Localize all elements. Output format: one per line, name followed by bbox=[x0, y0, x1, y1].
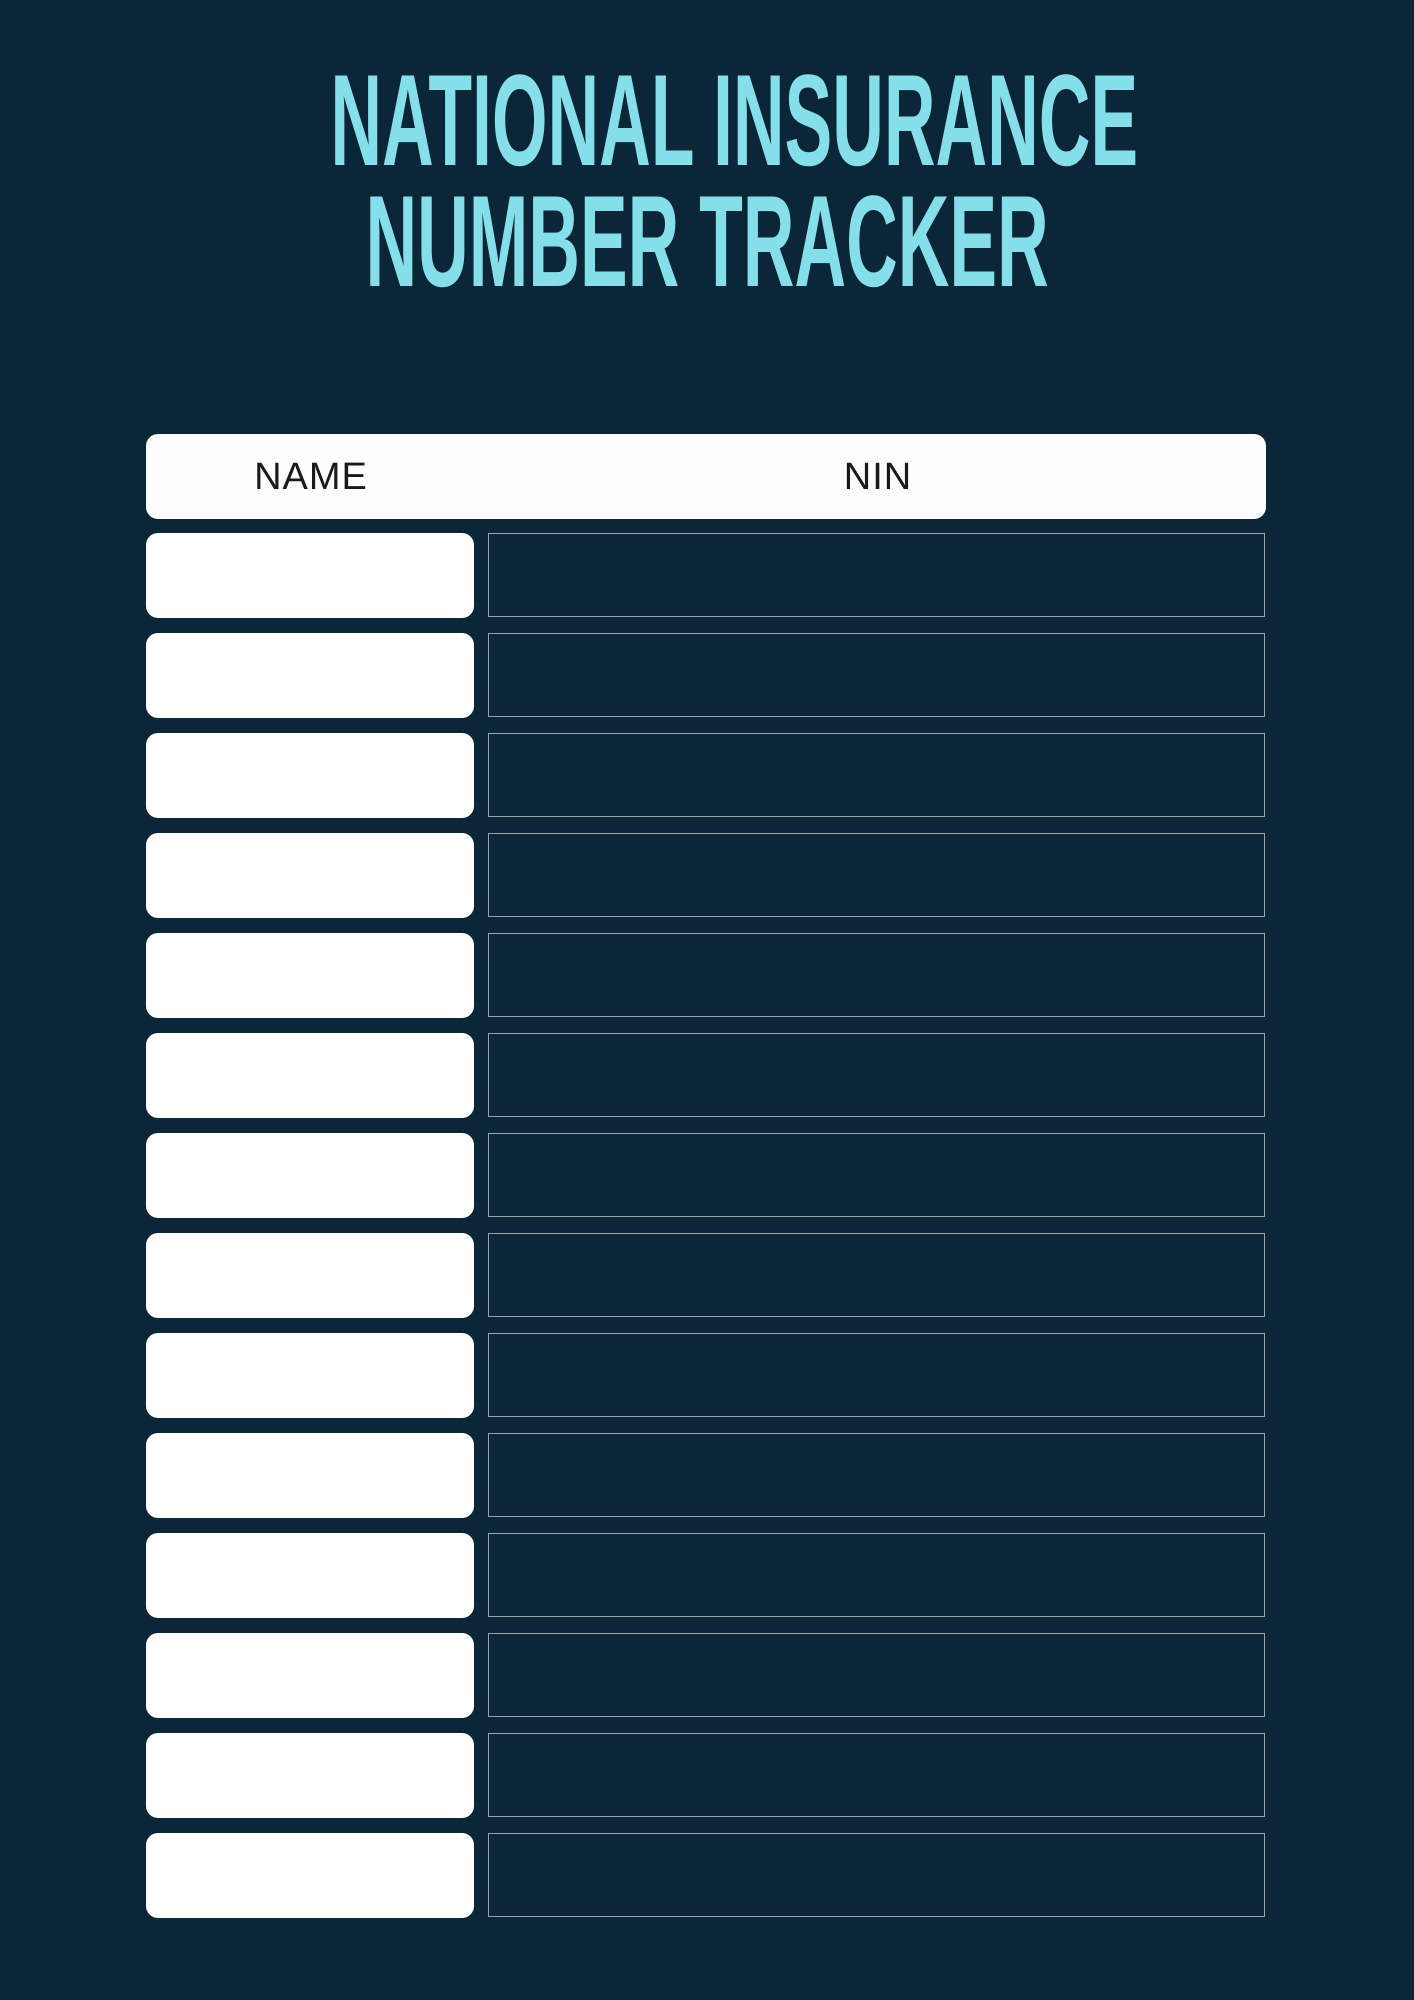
name-field[interactable] bbox=[146, 1833, 474, 1918]
page-title: NATIONAL INSURANCE NUMBER TRACKER bbox=[0, 47, 1414, 314]
name-field[interactable] bbox=[146, 1433, 474, 1518]
nin-field[interactable] bbox=[488, 1333, 1265, 1417]
page-title-line2: NUMBER TRACKER bbox=[365, 168, 1049, 314]
nin-field[interactable] bbox=[488, 733, 1265, 817]
name-field[interactable] bbox=[146, 833, 474, 918]
nin-field[interactable] bbox=[488, 1233, 1265, 1317]
nin-field[interactable] bbox=[488, 1433, 1265, 1517]
name-field[interactable] bbox=[146, 633, 474, 718]
column-header-nin: NIN bbox=[843, 456, 913, 498]
name-field[interactable] bbox=[146, 733, 474, 818]
nin-field[interactable] bbox=[488, 933, 1265, 1017]
name-field[interactable] bbox=[146, 1133, 474, 1218]
nin-field[interactable] bbox=[488, 1733, 1265, 1817]
name-field[interactable] bbox=[146, 933, 474, 1018]
nin-field[interactable] bbox=[488, 633, 1265, 717]
nin-field[interactable] bbox=[488, 1633, 1265, 1717]
name-field[interactable] bbox=[146, 1633, 474, 1718]
name-field[interactable] bbox=[146, 1533, 474, 1618]
nin-field[interactable] bbox=[488, 1033, 1265, 1117]
nin-field[interactable] bbox=[488, 833, 1265, 917]
name-field[interactable] bbox=[146, 1333, 474, 1418]
nin-field[interactable] bbox=[488, 1833, 1265, 1917]
nin-field[interactable] bbox=[488, 1533, 1265, 1617]
name-field[interactable] bbox=[146, 1033, 474, 1118]
column-header-name: NAME bbox=[254, 456, 368, 498]
nin-field[interactable] bbox=[488, 1133, 1265, 1217]
name-field[interactable] bbox=[146, 533, 474, 618]
page-title-line1: NATIONAL INSURANCE bbox=[330, 47, 1139, 193]
table-header-bar: NAME NIN bbox=[146, 434, 1266, 519]
name-field[interactable] bbox=[146, 1733, 474, 1818]
name-field[interactable] bbox=[146, 1233, 474, 1318]
nin-field[interactable] bbox=[488, 533, 1265, 617]
